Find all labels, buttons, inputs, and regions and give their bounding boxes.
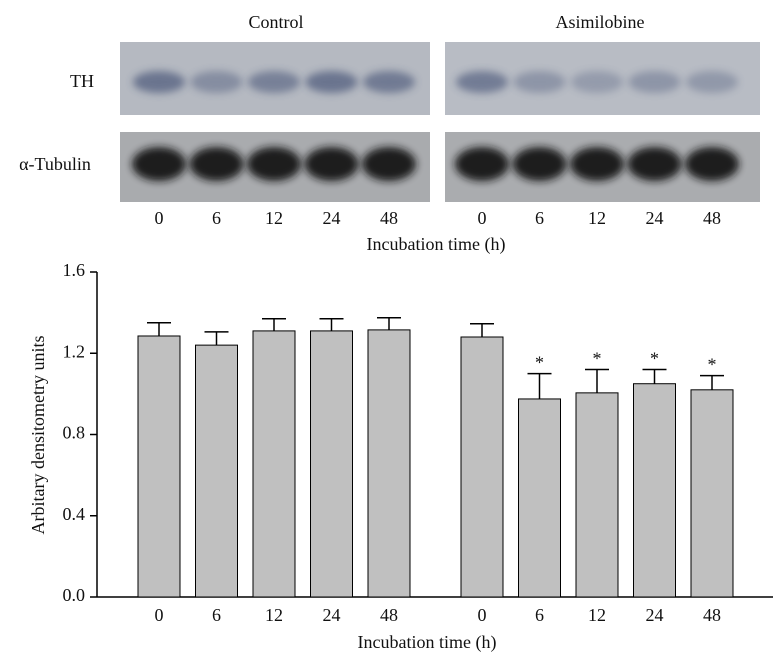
band-tubulin [570, 147, 624, 181]
lane-label: 12 [265, 208, 283, 228]
lane-label: 0 [478, 208, 487, 228]
bar [310, 330, 353, 598]
significance-marker: * [650, 349, 659, 369]
significance-marker: * [535, 353, 544, 373]
bar [367, 329, 411, 598]
bar [252, 330, 296, 598]
y-axis-label: Arbitary densitometry units [28, 336, 48, 535]
x-axis-label: Incubation time (h) [358, 632, 497, 653]
band-th [513, 71, 566, 93]
row-label: TH [70, 71, 94, 91]
x-tick-label: 48 [380, 605, 398, 625]
y-tick-label: 0.0 [63, 585, 86, 605]
band-th [305, 71, 358, 93]
bar [460, 336, 504, 598]
band-tubulin [189, 147, 244, 181]
x-tick-label: 48 [703, 605, 721, 625]
bar [195, 344, 238, 598]
x-tick-label: 6 [535, 605, 544, 625]
x-tick-label: 6 [212, 605, 221, 625]
x-tick-label: 0 [155, 605, 164, 625]
band-th [686, 71, 738, 93]
band-th [456, 71, 508, 93]
bar [633, 383, 676, 598]
band-tubulin [455, 147, 509, 181]
x-tick-label: 12 [265, 605, 283, 625]
band-tubulin [304, 147, 359, 181]
band-tubulin [512, 147, 567, 181]
lane-label: 24 [646, 208, 664, 228]
x-tick-label: 24 [323, 605, 341, 625]
lane-label: 0 [155, 208, 164, 228]
band-tubulin [132, 147, 186, 181]
bar [518, 398, 561, 598]
y-tick-label: 0.4 [63, 504, 86, 524]
lane-label: 12 [588, 208, 606, 228]
band-th [628, 71, 681, 93]
lane-label: 24 [323, 208, 341, 228]
band-tubulin [362, 147, 416, 181]
band-th [571, 71, 623, 93]
blot-panels [120, 42, 760, 202]
group-title: Asimilobine [556, 12, 645, 32]
x-tick-label: 24 [646, 605, 664, 625]
band-th [133, 71, 185, 93]
band-tubulin [685, 147, 739, 181]
y-tick-label: 1.2 [63, 341, 86, 361]
bar [137, 335, 181, 598]
y-tick-label: 1.6 [63, 260, 86, 280]
significance-marker: * [708, 355, 717, 375]
blot-x-label: Incubation time (h) [367, 234, 506, 255]
band-th [190, 71, 243, 93]
lane-label: 48 [703, 208, 721, 228]
band-tubulin [627, 147, 682, 181]
band-tubulin [247, 147, 301, 181]
row-label: α-Tubulin [19, 154, 91, 174]
band-th [248, 71, 300, 93]
bar [690, 389, 734, 598]
bar [575, 392, 619, 598]
lane-label: 48 [380, 208, 398, 228]
x-tick-label: 12 [588, 605, 606, 625]
group-title: Control [248, 12, 303, 32]
band-th [363, 71, 415, 93]
lane-label: 6 [212, 208, 221, 228]
y-tick-label: 0.8 [63, 423, 86, 443]
significance-marker: * [593, 349, 602, 369]
lane-label: 6 [535, 208, 544, 228]
x-tick-label: 0 [478, 605, 487, 625]
